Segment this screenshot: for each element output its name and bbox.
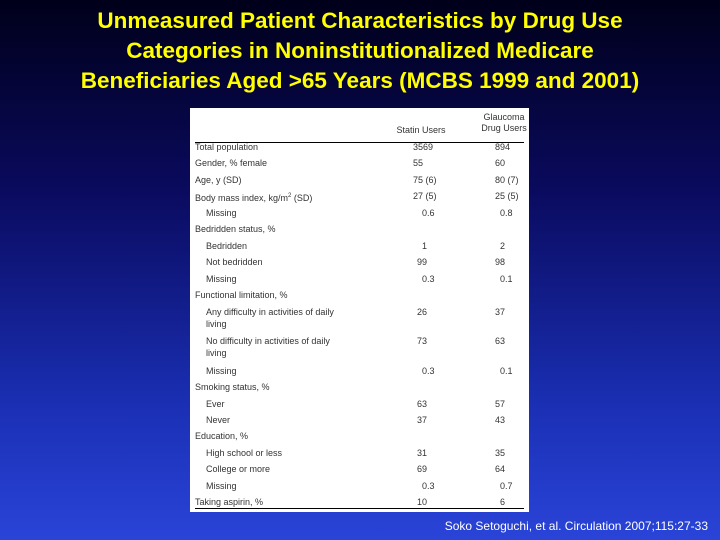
row-glaucoma-value: 80 (7): [495, 175, 519, 185]
row-label: Any difficulty in activities of daily liv…: [206, 306, 356, 330]
row-label: Body mass index, kg/m2 (SD): [195, 190, 312, 204]
row-glaucoma-value: 64: [495, 464, 506, 474]
row-glaucoma-value: 25 (5): [495, 191, 519, 201]
row-label: Missing: [206, 274, 237, 284]
row-label: Bedridden status, %: [195, 224, 276, 234]
row-glaucoma-value: 43: [495, 415, 506, 425]
header-glaucoma-line-2: Drug Users: [481, 123, 527, 133]
row-label-line-2: living: [206, 319, 227, 329]
row-label: Ever: [206, 399, 225, 409]
bmi-superscript: 2: [288, 193, 292, 199]
row-label: Missing: [206, 208, 237, 218]
row-statin-value: 0.3: [422, 366, 435, 376]
row-glaucoma-value: 37: [495, 307, 506, 317]
row-label: Missing: [206, 366, 237, 376]
title-line-1: Unmeasured Patient Characteristics by Dr…: [97, 8, 623, 33]
row-glaucoma-value: 0.7: [500, 481, 513, 491]
row-statin-value: 10: [417, 497, 428, 507]
row-statin-value: 3569: [413, 142, 434, 152]
row-label: No difficulty in activities of daily livi…: [206, 335, 356, 359]
row-glaucoma-value: 0.8: [500, 208, 513, 218]
row-label-line-1: Any difficulty in activities of daily: [206, 307, 334, 317]
row-statin-value: 27 (5): [413, 191, 437, 201]
row-label: Gender, % female: [195, 158, 268, 168]
header-glaucoma-drug-users: Glaucoma Drug Users: [473, 112, 535, 134]
table-header: Statin Users Glaucoma Drug Users: [195, 110, 527, 143]
row-label: Smoking status, %: [195, 382, 270, 392]
row-glaucoma-value: 60: [495, 158, 506, 168]
row-glaucoma-value: 894: [495, 142, 511, 152]
row-glaucoma-value: 6: [500, 497, 506, 507]
table-bottom-rule: [195, 508, 524, 509]
row-statin-value: 26: [417, 307, 428, 317]
row-label: Functional limitation, %: [195, 290, 288, 300]
title-line-3: Beneficiaries Aged >65 Years (MCBS 1999 …: [80, 68, 640, 93]
row-label-line-1: No difficulty in activities of daily: [206, 336, 330, 346]
bmi-label: Body mass index, kg/m: [195, 193, 289, 203]
row-label: Never: [206, 415, 231, 425]
title-line-2: Categories in Noninstitutionalized Medic…: [126, 38, 594, 63]
row-statin-value: 99: [417, 257, 428, 267]
row-statin-value: 0.6: [422, 208, 435, 218]
row-statin-value: 1: [422, 241, 428, 251]
row-glaucoma-value: 0.1: [500, 366, 513, 376]
row-glaucoma-value: 35: [495, 448, 506, 458]
row-statin-value: 0.3: [422, 274, 435, 284]
row-glaucoma-value: 57: [495, 399, 506, 409]
row-label-line-2: living: [206, 348, 227, 358]
row-statin-value: 69: [417, 464, 428, 474]
row-statin-value: 31: [417, 448, 428, 458]
row-label: Missing: [206, 481, 237, 491]
row-glaucoma-value: 98: [495, 257, 506, 267]
row-glaucoma-value: 2: [500, 241, 506, 251]
row-label: High school or less: [206, 448, 283, 458]
row-label: Total population: [195, 142, 259, 152]
row-statin-value: 63: [417, 399, 428, 409]
row-glaucoma-value: 0.1: [500, 274, 513, 284]
row-label: Bedridden: [206, 241, 248, 251]
row-label: Taking aspirin, %: [195, 497, 264, 507]
citation: Soko Setoguchi, et al. Circulation 2007;…: [444, 519, 708, 533]
row-label: Age, y (SD): [195, 175, 242, 185]
characteristics-table: Statin Users Glaucoma Drug Users Total p…: [190, 108, 529, 512]
row-statin-value: 37: [417, 415, 428, 425]
slide-title: Unmeasured Patient Characteristics by Dr…: [0, 6, 720, 96]
row-statin-value: 75 (6): [413, 175, 437, 185]
row-label: Education, %: [195, 431, 249, 441]
header-statin-users: Statin Users: [396, 125, 446, 135]
row-label: Not bedridden: [206, 257, 263, 267]
bmi-label-tail: (SD): [291, 193, 313, 203]
row-statin-value: 73: [417, 336, 428, 346]
row-statin-value: 55: [413, 158, 424, 168]
row-label: College or more: [206, 464, 271, 474]
header-glaucoma-line-1: Glaucoma: [483, 112, 525, 122]
row-glaucoma-value: 63: [495, 336, 506, 346]
row-statin-value: 0.3: [422, 481, 435, 491]
